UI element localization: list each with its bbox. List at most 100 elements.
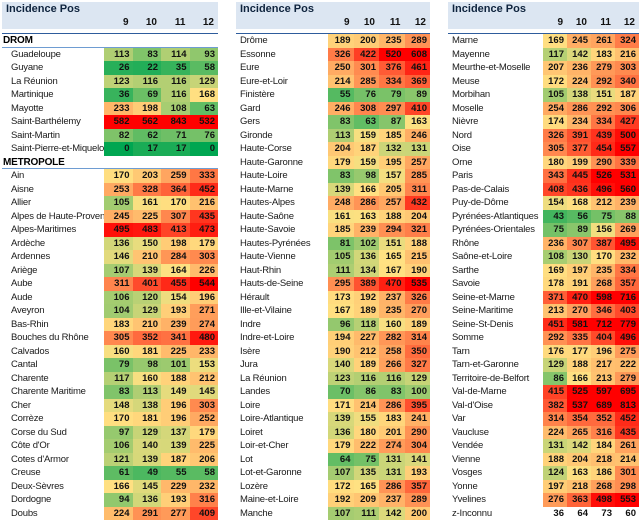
value-cell[interactable]: 169 (543, 263, 567, 277)
value-cell[interactable]: 303 (189, 250, 218, 264)
value-cell[interactable]: 180 (543, 155, 567, 169)
value-cell[interactable]: 180 (353, 425, 379, 439)
value-cell[interactable]: 0 (189, 142, 218, 156)
value-cell[interactable]: 314 (404, 331, 430, 345)
value-cell[interactable]: 145 (132, 479, 161, 493)
value-cell[interactable]: 197 (567, 263, 591, 277)
value-cell[interactable]: 116 (379, 371, 405, 385)
value-cell[interactable]: 292 (591, 101, 615, 115)
value-cell[interactable]: 289 (404, 493, 430, 507)
value-cell[interactable]: 179 (189, 236, 218, 250)
week-column-header[interactable]: 9 (557, 17, 563, 28)
value-cell[interactable]: 218 (591, 452, 615, 466)
value-cell[interactable]: 193 (161, 493, 190, 507)
dept-name-cell[interactable]: Vendée (448, 439, 543, 453)
value-cell[interactable]: 113 (104, 47, 133, 61)
value-cell[interactable]: 277 (161, 506, 190, 520)
value-cell[interactable]: 557 (615, 142, 639, 156)
value-cell[interactable]: 203 (132, 169, 161, 183)
value-cell[interactable]: 408 (543, 182, 567, 196)
value-cell[interactable]: 531 (615, 169, 639, 183)
value-cell[interactable]: 83 (328, 115, 354, 129)
week-column-header[interactable]: 12 (202, 17, 214, 28)
value-cell[interactable]: 188 (567, 358, 591, 372)
value-cell[interactable]: 452 (615, 412, 639, 426)
value-cell[interactable]: 167 (328, 304, 354, 318)
dept-name-cell[interactable]: Ille-et-Vilaine (236, 304, 328, 318)
value-cell[interactable]: 17 (132, 142, 161, 156)
value-cell[interactable]: 227 (353, 331, 379, 345)
value-cell[interactable]: 216 (615, 47, 639, 61)
value-cell[interactable]: 75 (591, 209, 615, 223)
value-cell[interactable]: 129 (404, 371, 430, 385)
value-cell[interactable]: 779 (615, 317, 639, 331)
value-cell[interactable]: 225 (161, 344, 190, 358)
dept-name-cell[interactable]: Saint-Barthélemy (2, 115, 104, 129)
value-cell[interactable]: 204 (328, 142, 354, 156)
section-header-label[interactable]: DROM (2, 34, 104, 47)
value-cell[interactable]: 248 (328, 196, 354, 210)
dept-name-cell[interactable]: Mayotte (2, 101, 104, 115)
value-cell[interactable]: 117 (543, 47, 567, 61)
value-cell[interactable]: 712 (591, 317, 615, 331)
dept-name-cell[interactable]: Deux-Sèvres (2, 479, 104, 493)
value-cell[interactable]: 326 (328, 47, 354, 61)
dept-name-cell[interactable]: Côte d'Or (2, 439, 104, 453)
value-cell[interactable]: 204 (567, 452, 591, 466)
value-cell[interactable]: 76 (189, 128, 218, 142)
value-cell[interactable]: 188 (161, 371, 190, 385)
value-cell[interactable]: 246 (328, 101, 354, 115)
value-cell[interactable]: 0 (104, 142, 133, 156)
dept-name-cell[interactable]: Nord (448, 128, 543, 142)
dept-name-cell[interactable]: Lozère (236, 479, 328, 493)
value-cell[interactable]: 473 (189, 223, 218, 237)
dept-name-cell[interactable]: Indre-et-Loire (236, 331, 328, 345)
value-cell[interactable]: 17 (161, 142, 190, 156)
value-cell[interactable]: 185 (328, 223, 354, 237)
value-cell[interactable]: 391 (567, 128, 591, 142)
value-cell[interactable]: 198 (161, 236, 190, 250)
value-cell[interactable]: 232 (615, 250, 639, 264)
dept-name-cell[interactable]: Puy-de-Dôme (448, 196, 543, 210)
value-cell[interactable]: 196 (591, 344, 615, 358)
value-cell[interactable]: 79 (379, 88, 405, 102)
value-cell[interactable]: 153 (189, 358, 218, 372)
value-cell[interactable]: 236 (543, 236, 567, 250)
section-header-label[interactable]: METROPOLE (2, 155, 104, 168)
value-cell[interactable]: 86 (543, 371, 567, 385)
value-cell[interactable]: 105 (543, 88, 567, 102)
value-cell[interactable]: 187 (161, 452, 190, 466)
value-cell[interactable]: 520 (379, 47, 405, 61)
dept-name-cell[interactable]: Bouches du Rhône (2, 331, 104, 345)
dept-name-cell[interactable]: Val-d'Oise (448, 398, 543, 412)
value-cell[interactable]: 129 (132, 425, 161, 439)
value-cell[interactable]: 160 (132, 371, 161, 385)
dept-name-cell[interactable]: Vienne (448, 452, 543, 466)
value-cell[interactable]: 139 (328, 182, 354, 196)
value-cell[interactable]: 286 (567, 101, 591, 115)
value-cell[interactable]: 83 (132, 47, 161, 61)
value-cell[interactable]: 498 (591, 493, 615, 507)
value-cell[interactable]: 142 (567, 439, 591, 453)
dept-name-cell[interactable]: Vaucluse (448, 425, 543, 439)
value-cell[interactable]: 210 (132, 250, 161, 264)
dept-name-cell[interactable]: Oise (448, 142, 543, 156)
value-cell[interactable]: 94 (104, 493, 133, 507)
value-cell[interactable]: 151 (591, 88, 615, 102)
value-cell[interactable]: 237 (379, 290, 405, 304)
value-cell[interactable]: 130 (567, 250, 591, 264)
value-cell[interactable]: 116 (161, 88, 190, 102)
value-cell[interactable]: 409 (189, 506, 218, 520)
value-cell[interactable]: 290 (591, 155, 615, 169)
value-cell[interactable]: 139 (132, 263, 161, 277)
value-cell[interactable]: 188 (404, 236, 430, 250)
value-cell[interactable]: 212 (591, 196, 615, 210)
value-cell[interactable]: 141 (404, 452, 430, 466)
value-cell[interactable]: 102 (353, 236, 379, 250)
value-cell[interactable]: 129 (543, 358, 567, 372)
value-cell[interactable]: 187 (353, 142, 379, 156)
dept-name-cell[interactable]: Tarn-et-Garonne (448, 358, 543, 372)
value-cell[interactable]: 301 (615, 466, 639, 480)
value-cell[interactable]: 124 (543, 466, 567, 480)
value-cell[interactable]: 131 (379, 452, 405, 466)
